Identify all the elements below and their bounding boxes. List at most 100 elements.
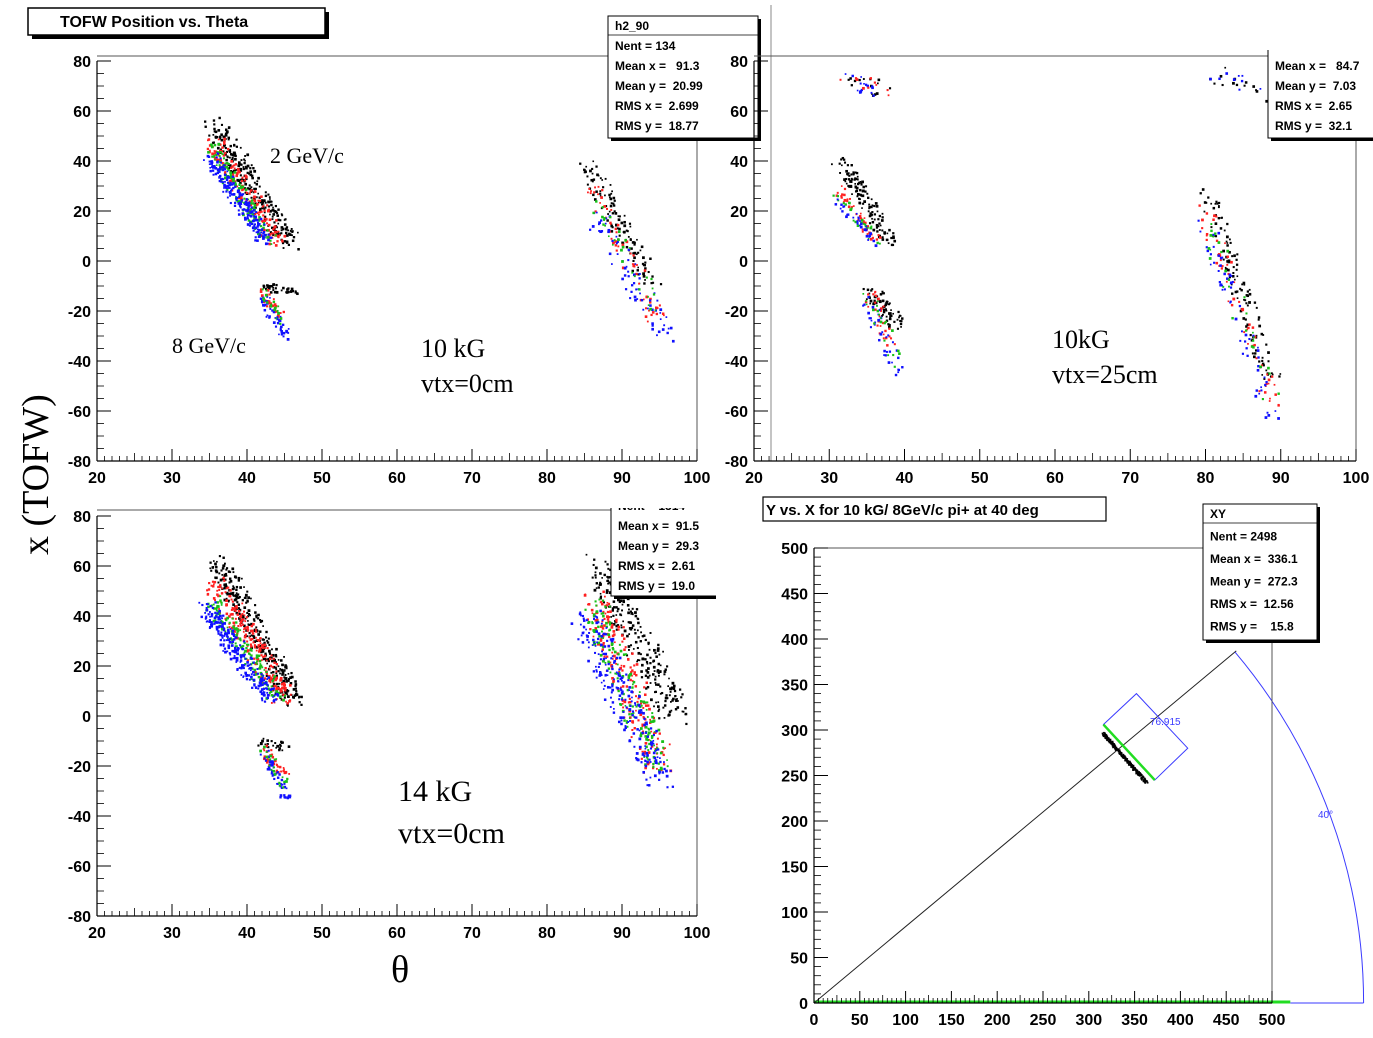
data-point — [212, 155, 215, 158]
track-point — [1106, 735, 1109, 738]
data-point — [609, 204, 613, 208]
data-point — [630, 290, 633, 293]
data-point — [628, 713, 631, 716]
data-point — [266, 742, 269, 746]
data-point — [648, 739, 650, 741]
data-point — [238, 612, 241, 615]
data-point — [622, 710, 625, 713]
data-point — [284, 664, 287, 667]
data-point — [652, 765, 655, 769]
data-point — [275, 674, 278, 677]
data-point — [264, 293, 268, 297]
data-point — [244, 217, 247, 221]
data-point — [1226, 222, 1229, 226]
stats-row: Nent = 2498 — [1210, 530, 1277, 544]
data-point — [606, 610, 610, 614]
data-point — [249, 191, 251, 194]
data-point — [610, 663, 613, 667]
data-point — [607, 660, 610, 663]
data-point — [610, 616, 612, 618]
data-point — [261, 219, 264, 222]
data-point — [1234, 290, 1238, 294]
data-point — [1233, 281, 1236, 284]
data-point — [606, 563, 609, 566]
data-point — [278, 234, 281, 237]
data-point — [238, 183, 241, 186]
data-point — [227, 147, 230, 151]
data-point — [263, 199, 266, 203]
track-point — [1136, 770, 1139, 773]
data-point — [869, 317, 872, 320]
x-tick-label: 80 — [1197, 470, 1215, 487]
data-point — [268, 764, 271, 767]
data-point — [201, 603, 204, 607]
data-point — [277, 659, 280, 661]
data-point — [250, 199, 254, 202]
data-point — [250, 164, 253, 167]
data-point — [640, 670, 643, 673]
data-point — [619, 687, 622, 690]
data-point — [645, 681, 649, 685]
data-point — [639, 625, 642, 628]
data-point — [262, 297, 265, 300]
data-point — [858, 78, 861, 82]
data-point — [604, 194, 606, 197]
data-point — [582, 619, 586, 622]
data-point — [287, 745, 291, 748]
data-point — [262, 682, 265, 685]
data-point — [583, 171, 586, 174]
data-point — [645, 669, 648, 672]
data-point — [235, 628, 239, 631]
data-point — [644, 704, 648, 707]
data-point — [283, 219, 286, 221]
stats-row: Nent = 114 — [1275, 39, 1335, 53]
data-point — [287, 243, 291, 247]
data-point — [276, 783, 278, 785]
data-point — [615, 662, 618, 665]
data-point — [285, 700, 287, 703]
data-point — [263, 209, 266, 212]
data-point — [260, 654, 263, 657]
data-point — [260, 228, 263, 231]
data-point — [599, 638, 603, 641]
data-point — [224, 591, 227, 594]
data-point — [232, 154, 236, 157]
data-point — [262, 214, 265, 217]
data-point — [627, 679, 630, 682]
data-point — [862, 189, 865, 193]
data-point — [640, 299, 644, 302]
data-point — [657, 705, 660, 708]
data-point — [883, 322, 886, 325]
data-point — [1243, 331, 1246, 334]
data-point — [287, 702, 289, 705]
data-point — [645, 708, 648, 711]
data-point — [238, 595, 241, 599]
data-point — [840, 196, 843, 199]
data-point — [1212, 233, 1215, 237]
data-point — [600, 624, 603, 627]
data-point — [1228, 285, 1230, 288]
data-point — [280, 668, 284, 672]
data-point — [267, 676, 270, 679]
data-point — [248, 224, 251, 227]
data-point — [659, 664, 662, 667]
data-point — [637, 621, 640, 625]
data-point — [638, 691, 641, 693]
data-point — [294, 290, 297, 293]
data-point — [244, 658, 247, 660]
data-point — [277, 218, 280, 222]
data-point — [612, 658, 614, 660]
data-point — [651, 308, 654, 312]
data-point — [234, 181, 237, 184]
data-point — [263, 218, 267, 222]
data-point — [653, 670, 656, 672]
data-point — [868, 317, 871, 320]
data-point — [259, 233, 262, 237]
data-point — [652, 659, 656, 663]
data-point — [232, 182, 235, 185]
panel-14kg-vtx0: 20 30 40 50 60 70 80 90 100806040200-20-40-60-80… — [68, 508, 716, 942]
data-point — [1257, 356, 1260, 359]
track-point — [1119, 751, 1122, 753]
data-point — [1252, 339, 1255, 342]
data-point — [856, 224, 860, 227]
